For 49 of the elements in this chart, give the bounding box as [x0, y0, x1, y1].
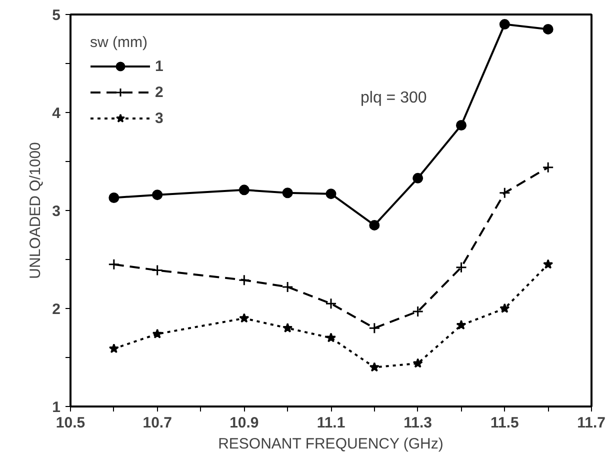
point — [456, 120, 466, 130]
point — [326, 188, 336, 200]
point — [152, 328, 162, 338]
point — [282, 322, 293, 332]
point — [369, 362, 380, 372]
x-tick-label: 11.1 — [316, 414, 346, 432]
y-tick-label: 3 — [52, 203, 60, 220]
point — [238, 274, 250, 286]
x-axis-title: RESONANT FREQUENCY (GHz) — [218, 436, 444, 452]
point — [542, 24, 554, 34]
point — [238, 184, 250, 196]
x-tick-label: 11.7 — [577, 414, 606, 432]
y-tick-label: 5 — [52, 7, 60, 24]
x-tick-label: 10.7 — [142, 414, 172, 432]
point — [108, 192, 120, 203]
x-tick-label: 10.5 — [56, 414, 86, 432]
legend-label: 1 — [155, 58, 164, 74]
y-tick-label: 2 — [52, 301, 60, 318]
y-tick-label: 4 — [52, 105, 62, 122]
legend-title: sw (mm) — [90, 34, 148, 51]
point — [542, 162, 554, 174]
point — [412, 358, 423, 368]
x-tick-label: 11.5 — [490, 414, 519, 432]
point — [543, 259, 554, 269]
point — [152, 264, 164, 276]
point — [108, 258, 120, 270]
point — [498, 187, 510, 199]
point — [412, 306, 424, 318]
point — [326, 332, 336, 342]
point — [456, 262, 467, 274]
point — [282, 188, 293, 198]
point — [108, 343, 119, 354]
point — [152, 190, 163, 200]
legend-label: 3 — [155, 110, 164, 126]
legend-label: 2 — [155, 84, 164, 100]
point — [239, 313, 250, 323]
point — [368, 322, 380, 334]
y-axis-title: UNLOADED Q/1000 — [27, 142, 44, 279]
x-tick-label: 11.3 — [404, 414, 432, 432]
point — [500, 303, 510, 313]
point — [456, 320, 466, 330]
point — [369, 220, 380, 230]
point — [412, 172, 424, 184]
point — [499, 19, 510, 30]
y-tick-label: 1 — [52, 399, 60, 416]
x-tick-label: 10.9 — [230, 414, 259, 432]
point — [282, 281, 294, 293]
annotation: plq = 300 — [360, 90, 427, 106]
point — [325, 298, 337, 310]
